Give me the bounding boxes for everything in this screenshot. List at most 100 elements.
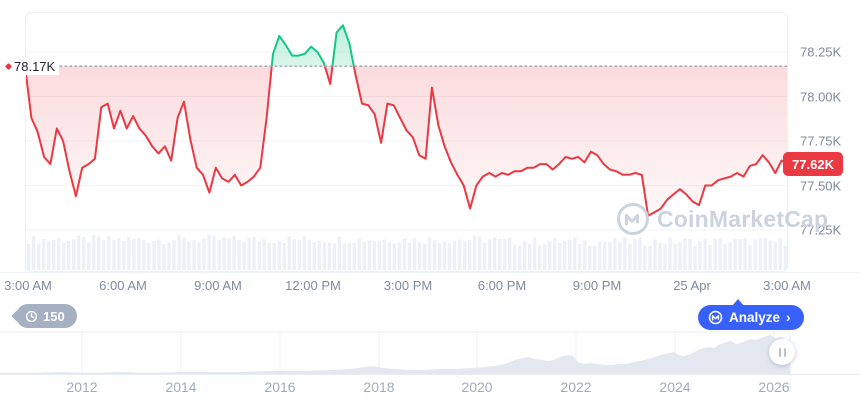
- volume-bar: [738, 239, 742, 270]
- volume-bar: [462, 240, 467, 270]
- watermark-text: CoinMarketCap: [657, 205, 829, 232]
- volume-bar: [377, 240, 382, 270]
- volume-bar: [487, 239, 492, 270]
- volume-bar: [177, 235, 181, 270]
- volume-bar: [192, 240, 196, 270]
- axis-divider: [0, 272, 860, 273]
- volume-bar: [202, 238, 206, 270]
- volume-bar: [563, 240, 567, 270]
- volume-bar: [342, 243, 346, 270]
- coinmarketcap-logo-icon: [617, 203, 649, 235]
- volume-bar: [477, 236, 482, 270]
- volume-bar: [37, 243, 41, 270]
- volume-bar: [743, 238, 747, 270]
- history-sparkline: [0, 335, 790, 374]
- volume-bar: [593, 245, 597, 270]
- volume-bar: [82, 236, 86, 270]
- volume-bar: [588, 245, 592, 270]
- volume-bar: [102, 240, 106, 270]
- volume-bar: [773, 241, 777, 270]
- volume-bar: [282, 243, 286, 270]
- pause-bars-icon: [778, 347, 781, 357]
- volume-bar: [623, 237, 627, 270]
- volume-bar: [728, 242, 732, 270]
- volume-bar: [367, 240, 372, 270]
- volume-bar: [548, 241, 552, 270]
- volume-bar: [372, 241, 377, 270]
- volume-bar: [302, 236, 306, 270]
- volume-bar: [523, 241, 527, 270]
- timeline-year-label: 2014: [165, 379, 197, 395]
- volume-bar: [457, 239, 462, 270]
- volume-bar: [703, 238, 707, 270]
- volume-bar: [227, 238, 231, 270]
- volume-bar: [482, 242, 487, 270]
- volume-bar: [57, 238, 61, 270]
- volume-bar: [277, 241, 281, 270]
- volume-bar: [362, 241, 367, 270]
- volume-bar: [292, 239, 296, 270]
- volume-bar: [417, 242, 422, 270]
- history-count-badge[interactable]: 150: [11, 304, 77, 328]
- volume-bar: [513, 244, 517, 270]
- volume-bar: [633, 239, 637, 270]
- volume-bar: [107, 235, 111, 270]
- volume-bar: [287, 236, 291, 270]
- volume-bar: [708, 244, 712, 270]
- volume-bar: [47, 240, 51, 270]
- volume-bar: [698, 240, 702, 270]
- y-axis-label: 78.00K: [800, 89, 842, 104]
- volume-bar: [322, 242, 326, 270]
- volume-bar: [312, 242, 316, 270]
- volume-bar: [678, 242, 682, 270]
- x-axis-label: 12:00 PM: [285, 278, 341, 293]
- x-axis-label: 25 Apr: [673, 278, 711, 293]
- volume-bar: [758, 238, 762, 270]
- volume-bar: [558, 242, 562, 270]
- volume-bar: [32, 235, 36, 270]
- volume-bar: [432, 240, 437, 270]
- price-line-below-open: [25, 66, 789, 217]
- volume-bar: [77, 235, 81, 270]
- volume-bar: [357, 238, 362, 270]
- volume-bar: [748, 245, 752, 270]
- x-axis-label: 6:00 PM: [477, 278, 527, 293]
- volume-bar: [162, 244, 166, 270]
- volume-bar: [307, 239, 311, 270]
- volume-bar: [187, 241, 191, 270]
- volume-bar: [242, 242, 246, 270]
- volume-bar: [447, 243, 452, 270]
- volume-bar: [427, 237, 432, 270]
- volume-bar: [508, 237, 512, 270]
- volume-bar: [467, 240, 472, 270]
- chevron-right-icon: ›: [786, 310, 791, 325]
- timeline-year-label: 2018: [363, 379, 395, 395]
- volume-bar: [688, 239, 692, 270]
- volume-bar: [538, 245, 542, 270]
- volume-bar: [693, 245, 697, 270]
- volume-bar: [207, 235, 211, 270]
- timeline-brush[interactable]: [0, 330, 860, 378]
- volume-bar: [157, 239, 161, 270]
- volume-bar: [643, 245, 647, 270]
- volume-bar: [332, 243, 336, 270]
- volume-bar: [137, 238, 141, 270]
- volume-bar: [573, 237, 577, 270]
- volume-bar: [763, 237, 767, 270]
- badge-notch: [11, 310, 23, 322]
- analyze-button[interactable]: Analyze ›: [698, 299, 804, 330]
- volume-bar: [533, 237, 537, 270]
- volume-bar: [257, 241, 261, 270]
- volume-bar: [212, 235, 216, 270]
- price-chart[interactable]: [0, 0, 860, 276]
- volume-bar: [197, 242, 201, 270]
- history-count: 150: [43, 308, 65, 324]
- volume-bar: [127, 237, 131, 270]
- volume-bar: [152, 241, 156, 270]
- volume-bar: [27, 244, 31, 270]
- volume-bar: [598, 241, 602, 270]
- y-axis-label: 78.25K: [800, 44, 842, 60]
- brush-handle[interactable]: [769, 339, 795, 365]
- volume-bar: [663, 244, 667, 270]
